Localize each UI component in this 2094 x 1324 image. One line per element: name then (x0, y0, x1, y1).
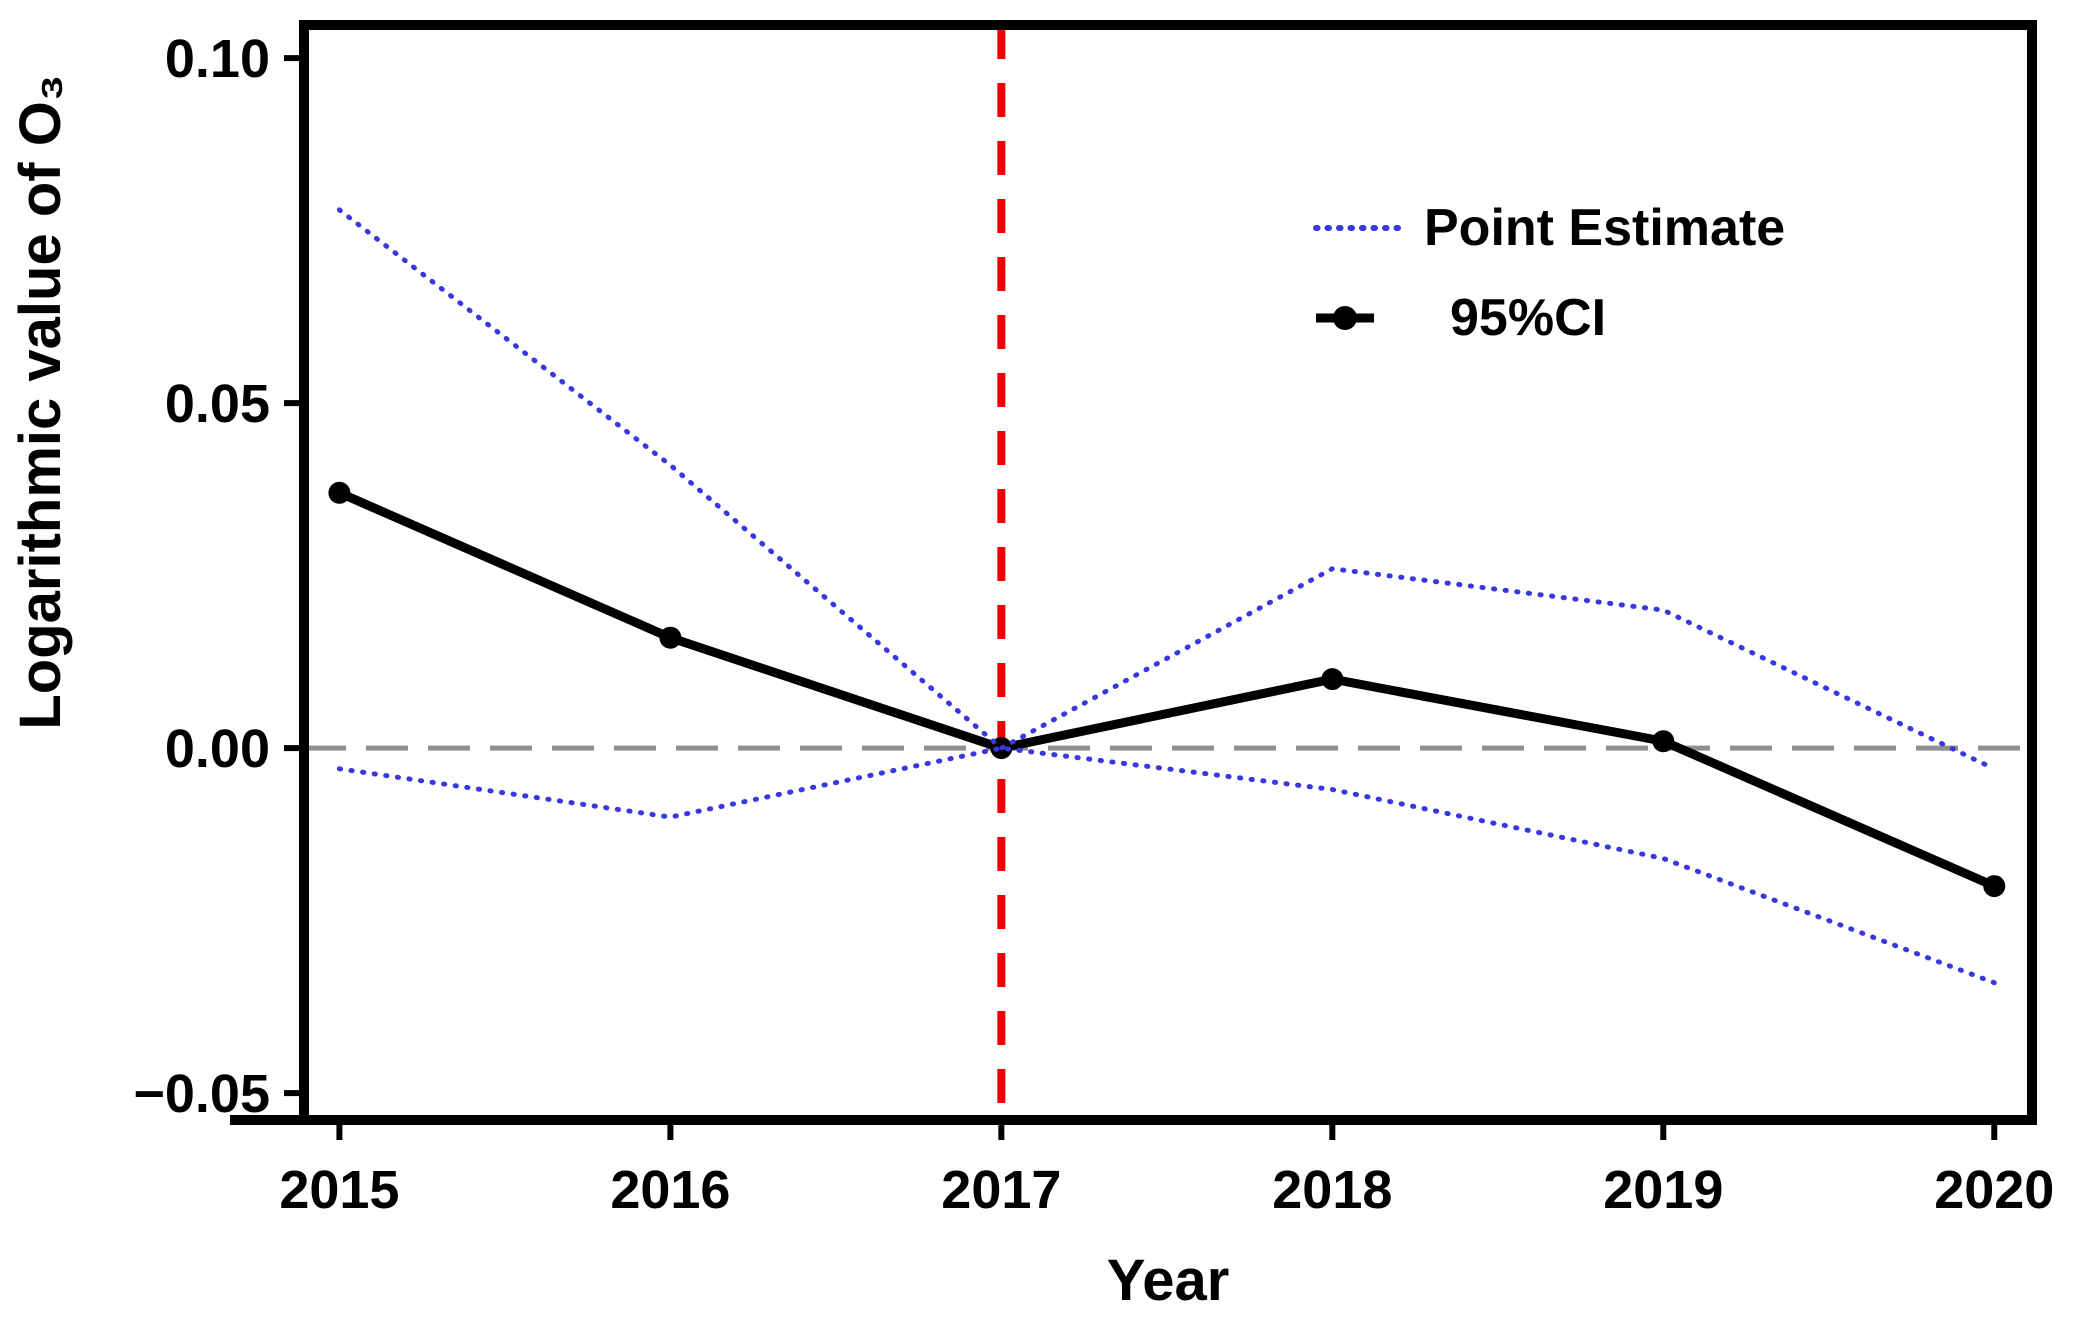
data-point-marker (1983, 875, 2006, 898)
x-tick-label: 2018 (1272, 1160, 1392, 1220)
x-tick-label: 2016 (610, 1160, 730, 1220)
legend-item-point-estimate: Point Estimate (1312, 190, 1785, 266)
chart-legend: Point Estimate 95%CI (1312, 190, 1785, 356)
legend-item-95ci: 95%CI (1312, 280, 1785, 356)
x-tick-label: 2015 (279, 1160, 399, 1220)
data-point-marker (659, 626, 682, 649)
point-estimate-line (337, 488, 1997, 891)
ci-band-dotted-line (336, 207, 1997, 772)
x-tick-label: 2017 (941, 1160, 1061, 1220)
y-tick-label: 0.00 (165, 719, 270, 779)
data-point-marker (1321, 668, 1344, 691)
y-tick-label: −0.05 (133, 1064, 270, 1124)
x-tick-label: 2019 (1603, 1160, 1723, 1220)
ci-swatch-icon (1316, 306, 1374, 330)
x-tick-label: 2020 (1934, 1160, 2054, 1220)
y-axis-label: Logarithmic value of O₃ (8, 74, 73, 729)
x-axis-label: Year (1107, 1248, 1230, 1313)
ci-band-dotted-line (336, 745, 1997, 986)
legend-label-point-estimate: Point Estimate (1424, 199, 1786, 257)
plot-frame (299, 20, 2037, 1125)
data-point-marker (1652, 730, 1675, 753)
point-estimate-swatch-icon (1313, 225, 1403, 231)
data-point-marker (328, 481, 351, 504)
y-tick-label: 0.05 (165, 374, 270, 434)
legend-label-95ci: 95%CI (1450, 289, 1607, 347)
y-tick-label: 0.10 (165, 29, 270, 89)
